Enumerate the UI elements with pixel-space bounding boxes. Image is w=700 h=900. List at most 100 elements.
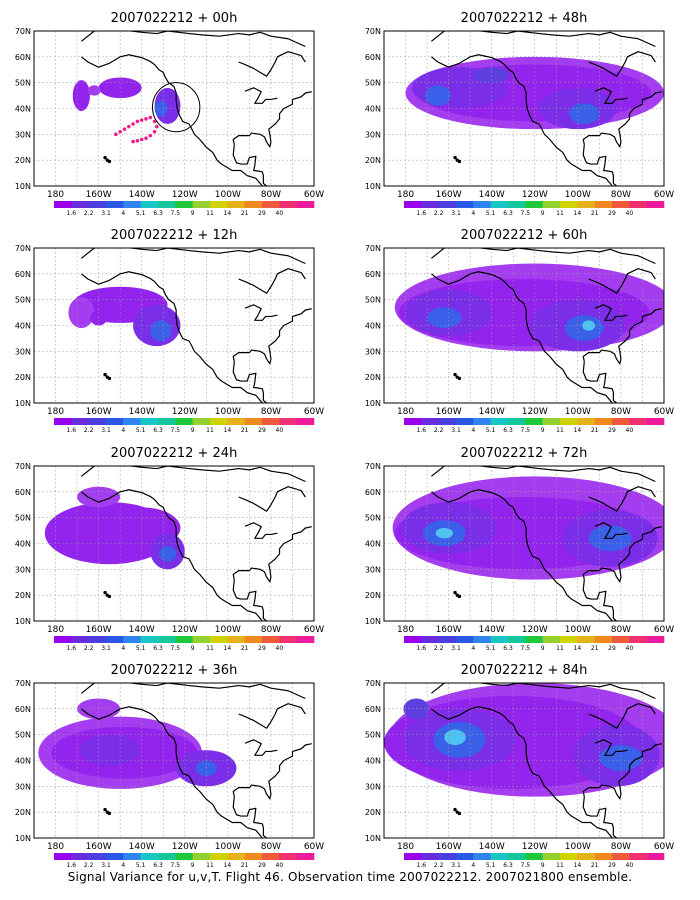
colorbar-label: 9 <box>541 645 545 652</box>
colorbar-swatch <box>577 418 595 425</box>
coastline <box>81 466 312 621</box>
colorbar-swatch <box>646 636 665 643</box>
lon-tick-label: 140W <box>479 190 505 200</box>
lat-tick-label: 40N <box>365 757 381 766</box>
lon-tick-label: 100W <box>215 407 241 417</box>
colorbar-label: 3.1 <box>451 210 461 217</box>
lat-tick-label: 50N <box>365 296 381 305</box>
colorbar-label: 29 <box>608 645 616 652</box>
lat-tick-label: 50N <box>365 731 381 740</box>
colorbar-label: 5.1 <box>136 862 146 869</box>
lat-tick-label: 50N <box>15 731 31 740</box>
colorbar-swatch <box>542 418 561 425</box>
lat-tick-label: 40N <box>15 540 31 549</box>
colorbar-label: 40 <box>626 210 634 217</box>
colorbar: 1.6 2.2 3.1 4 5.1 6.3 7.5 9 11 14 21 29 40 <box>54 418 315 434</box>
colorbar-label: 7.5 <box>521 862 531 869</box>
observation-point <box>118 129 122 134</box>
lon-tick-label: 140W <box>129 625 155 635</box>
colorbar-swatch <box>54 853 72 860</box>
lon-tick-label: 60W <box>654 842 674 852</box>
colorbar-swatch <box>210 853 228 860</box>
colorbar-label: 9 <box>191 427 195 434</box>
colorbar-swatch <box>612 853 630 860</box>
lat-tick-label: 30N <box>15 565 31 574</box>
lon-tick-label: 180 <box>397 842 414 852</box>
colorbar-swatch <box>560 853 578 860</box>
colorbar-swatch <box>106 418 124 425</box>
colorbar-swatch <box>421 418 439 425</box>
colorbar-label: 14 <box>574 862 582 869</box>
colorbar-label: 14 <box>574 427 582 434</box>
colorbar-swatch <box>71 636 89 643</box>
colorbar-label: 40 <box>276 862 284 869</box>
lat-tick-label: 10N <box>15 399 31 408</box>
colorbar-label: 29 <box>258 645 266 652</box>
colorbar-label: 40 <box>276 427 284 434</box>
colorbar-swatch <box>262 853 280 860</box>
observation-point <box>131 139 135 144</box>
colorbar-label: 29 <box>258 210 266 217</box>
colorbar-swatch <box>404 201 422 208</box>
colorbar-label: 7.5 <box>171 645 181 652</box>
colorbar-swatch <box>629 418 647 425</box>
colorbar-label: 9 <box>541 210 545 217</box>
lat-tick-label: 50N <box>15 79 31 88</box>
colorbar-swatch <box>279 853 297 860</box>
colorbar-label: 29 <box>608 862 616 869</box>
colorbar-label: 1.6 <box>417 862 427 869</box>
lon-tick-label: 80W <box>261 190 281 200</box>
map-panel: 2007022212 + 24h 70N 60N 50N 40N 30N 20N 10N 180… <box>15 446 324 652</box>
lon-tick-label: 80W <box>611 625 631 635</box>
lat-tick-label: 20N <box>365 156 381 165</box>
colorbar-swatch <box>542 853 561 860</box>
colorbar-label: 29 <box>608 210 616 217</box>
colorbar-swatch <box>227 636 245 643</box>
colorbar: 1.6 2.2 3.1 4 5.1 6.3 7.5 9 11 14 21 29 40 <box>404 418 665 434</box>
colorbar-swatch <box>646 418 665 425</box>
lat-tick-label: 40N <box>365 105 381 114</box>
colorbar-swatch <box>54 201 72 208</box>
colorbar-label: 4 <box>121 427 125 434</box>
colorbar-label: 2.2 <box>84 210 94 217</box>
lat-tick-label: 70N <box>365 27 381 36</box>
colorbar-label: 2.2 <box>434 427 444 434</box>
lat-tick-label: 10N <box>365 399 381 408</box>
colorbar-swatch <box>140 201 159 208</box>
colorbar-label: 3.1 <box>451 427 461 434</box>
lon-tick-label: 120W <box>172 842 198 852</box>
colorbar-swatch <box>123 201 141 208</box>
colorbar-label: 5.1 <box>486 427 496 434</box>
colorbar-label: 6.3 <box>153 427 163 434</box>
lat-tick-label: 30N <box>365 130 381 139</box>
colorbar-swatch <box>210 201 228 208</box>
colorbar-swatch <box>421 636 439 643</box>
colorbar-label: 1.6 <box>67 427 77 434</box>
colorbar-swatch <box>210 636 228 643</box>
lat-tick-label: 40N <box>365 322 381 331</box>
map-frame <box>383 247 665 404</box>
lon-tick-label: 60W <box>304 190 324 200</box>
colorbar-label: 21 <box>591 862 599 869</box>
colorbar-label: 6.3 <box>503 645 513 652</box>
map-panel: 2007022212 + 12h 70N 60N 50N 40N 30N 20N 10N 180… <box>15 228 324 434</box>
lat-tick-label: 30N <box>365 565 381 574</box>
colorbar-swatch <box>88 636 107 643</box>
lon-tick-label: 180 <box>397 625 414 635</box>
colorbar-swatch <box>490 853 509 860</box>
variance-contour <box>150 320 172 341</box>
colorbar-swatch <box>192 418 211 425</box>
colorbar-swatch <box>106 201 124 208</box>
variance-contour <box>87 85 101 96</box>
colorbar-label: 7.5 <box>521 210 531 217</box>
colorbar-swatch <box>577 853 595 860</box>
lat-tick-label: 40N <box>15 105 31 114</box>
colorbar-swatch <box>158 636 176 643</box>
colorbar-label: 2.2 <box>84 427 94 434</box>
lon-tick-label: 60W <box>654 625 674 635</box>
lon-tick-label: 160W <box>86 190 112 200</box>
lon-tick-label: 180 <box>397 190 414 200</box>
lat-tick-label: 30N <box>15 130 31 139</box>
lon-tick-label: 80W <box>611 407 631 417</box>
lat-tick-label: 10N <box>365 182 381 191</box>
